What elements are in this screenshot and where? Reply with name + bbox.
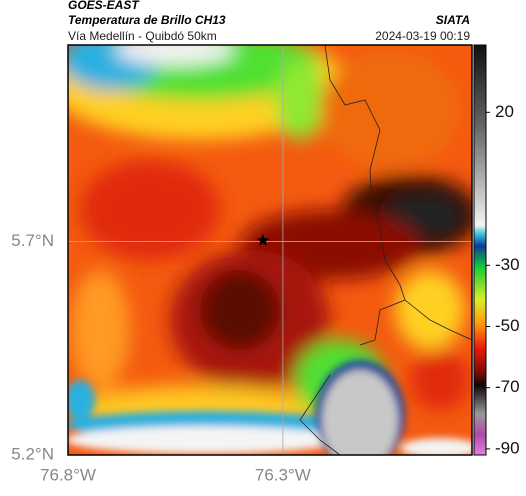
colorbar-tick-label: -90: [495, 438, 520, 457]
source: SIATA: [436, 13, 470, 27]
colorbar-tick-label: -70: [495, 377, 520, 396]
y-tick-label: 5.2°N: [11, 444, 54, 463]
colorbar: [473, 44, 487, 456]
satellite: GOES-EAST: [68, 0, 140, 12]
colorbar-tick-label: -50: [495, 316, 520, 335]
y-tick-label: 5.7°N: [11, 231, 54, 250]
region: Vía Medellín - Quibdó 50km: [68, 29, 217, 43]
timestamp: 2024-03-19 00:19: [375, 29, 470, 43]
colorbar-tick-label: 20: [495, 102, 514, 121]
x-tick-label: 76.8°W: [40, 465, 96, 484]
colorbar-tick-label: -30: [495, 255, 520, 274]
product: Temperatura de Brillo CH13: [68, 13, 226, 27]
x-tick-label: 76.3°W: [255, 465, 311, 484]
map-frame: [67, 44, 473, 456]
city-marker: [256, 234, 270, 246]
brightness-field: [68, 45, 472, 455]
